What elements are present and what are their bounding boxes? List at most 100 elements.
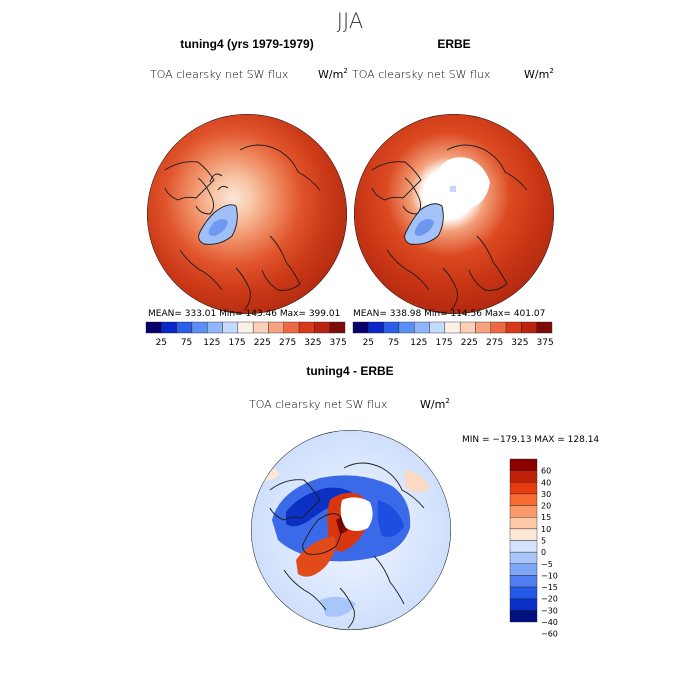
panel-erbe-colorbar-box: [398, 321, 415, 334]
panel-model-units: W/m2: [318, 67, 348, 81]
panel-erbe-colorbar-tick: 25: [363, 338, 374, 348]
panel-model-colorbar-box: [252, 321, 269, 334]
panel-diff-colorbar-box: [509, 563, 538, 576]
panel-model-units-exp: 2: [343, 67, 347, 75]
panel-diff-colorbar-box: [509, 482, 538, 495]
panel-diff-coastlines: [269, 462, 425, 629]
panel-erbe-colorbar-box: [444, 321, 461, 334]
panel-diff-colorbar-box: [509, 517, 538, 530]
panel-model-coastlines: [164, 144, 321, 311]
panel-diff-colorbar: 60 40 30 20 15 10 5 0 −5 −10 −15 −20 −30 −40 −60: [509, 458, 558, 639]
panel-model-colorbar-tick: 325: [304, 338, 321, 348]
panel-model-colorbar-tick: 75: [181, 338, 192, 348]
panel-erbe-cap-notch: [450, 186, 456, 192]
panel-erbe-field: [354, 114, 554, 314]
panel-erbe-colorbar-tick: 175: [435, 338, 452, 348]
panel-diff-title: tuning4 - ERBE: [306, 364, 393, 378]
panel-erbe-colorbar-tick: 125: [410, 338, 427, 348]
panel-erbe-map: [354, 114, 554, 314]
panel-model-greenland-core: [208, 219, 228, 236]
panel-diff-patch-south: [320, 596, 356, 617]
panel-erbe-stats: MEAN= 338.98 Min= 114.56 Max= 401.07: [353, 309, 545, 319]
panel-diff-colorbar-label: −10: [541, 571, 558, 580]
panel-erbe-colorbar-box: [521, 321, 537, 334]
panel-erbe-variable: TOA clearsky net SW flux: [352, 68, 490, 81]
panel-diff-colorbar-box: [509, 610, 538, 623]
panel-erbe-colorbar-box: [459, 321, 476, 334]
panel-diff: tuning4 - ERBE TOA clearsky net SW flux …: [249, 364, 599, 639]
panel-erbe-colorbar-box: [536, 321, 553, 334]
panel-model-colorbar-box: [222, 321, 239, 334]
panel-diff-colorbar-box: [509, 598, 538, 611]
panel-model-colorbar-box: [161, 321, 177, 334]
panel-diff-colorbar-label: 15: [541, 513, 551, 522]
panel-model-colorbar-tick: 375: [330, 338, 347, 348]
panel-erbe-units-base: W/m: [524, 68, 549, 81]
panel-diff-colorbar-label: 30: [541, 490, 551, 499]
panel-diff-colorbar-box: [509, 586, 538, 599]
panel-diff-colorbar-box: [509, 493, 538, 506]
panel-erbe-coastlines: [371, 144, 528, 311]
panel-model-colorbar-box: [314, 321, 330, 334]
panel-diff-variable: TOA clearsky net SW flux: [249, 398, 387, 411]
panel-diff-colorbar-label: −60: [541, 630, 558, 639]
panel-diff-colorbar-label: 0: [541, 548, 546, 557]
panel-diff-blue-right: [377, 500, 404, 537]
panel-erbe-colorbar-tick: 225: [461, 338, 478, 348]
panel-model-colorbar-tick: 225: [254, 338, 271, 348]
panel-model-colorbar-tick: 25: [156, 338, 167, 348]
panel-model-colorbar-box: [237, 321, 254, 334]
panel-diff-polar-cap: [340, 497, 373, 531]
panel-erbe-colorbar-tick: 275: [486, 338, 503, 348]
panel-diff-patch-east: [404, 470, 430, 492]
panel-model-units-base: W/m: [318, 68, 343, 81]
panel-erbe-colorbar-tick: 375: [537, 338, 554, 348]
panel-model-colorbar-box: [145, 321, 162, 334]
panel-diff-colorbar-label: −15: [541, 583, 558, 592]
panel-erbe-colorbar-box: [505, 321, 522, 334]
panel-diff-colorbar-box: [509, 540, 538, 553]
panel-diff-red-streak: [296, 536, 336, 577]
panel-diff-colorbar-box: [509, 505, 538, 518]
panel-erbe-colorbar-box: [414, 321, 430, 334]
panel-model: tuning4 (yrs 1979-1979) TOA clearsky net…: [145, 37, 348, 348]
panel-diff-colorbar-label: 20: [541, 502, 551, 511]
panel-diff-colorbar-box: [509, 551, 538, 564]
panel-diff-colorbar-label: 5: [541, 537, 546, 546]
panel-diff-colorbar-label: 40: [541, 478, 551, 487]
panel-model-colorbar-box: [191, 321, 208, 334]
panel-model-field: [147, 114, 347, 314]
panel-model-colorbar-tick: 175: [228, 338, 245, 348]
panel-erbe-colorbar-box: [475, 321, 491, 334]
panel-diff-minmax: MIN = −179.13 MAX = 128.14: [462, 435, 599, 445]
panel-diff-colorbar-box: [509, 528, 538, 541]
panel-diff-map: [251, 430, 451, 630]
panel-erbe-polar-cap: [437, 157, 490, 209]
panel-model-colorbar-box: [268, 321, 284, 334]
panel-erbe-units-exp: 2: [549, 67, 553, 75]
panel-erbe-colorbar-box: [368, 321, 384, 334]
panel-diff-colorbar-label: −5: [541, 560, 553, 569]
panel-diff-colorbar-box: [509, 470, 538, 483]
panel-model-colorbar-box: [207, 321, 223, 334]
panel-diff-units-exp: 2: [445, 397, 449, 405]
panel-model-colorbar-tick: 125: [203, 338, 220, 348]
panel-diff-colorbar-label: −40: [541, 618, 558, 627]
panel-diff-colorbar-label: −30: [541, 606, 558, 615]
panel-model-colorbar-box: [298, 321, 315, 334]
panel-diff-colorbar-box: [509, 458, 538, 471]
panel-erbe: ERBE TOA clearsky net SW flux W/m2 MEAN=…: [352, 37, 554, 348]
panel-model-colorbar-tick: 275: [279, 338, 296, 348]
panel-diff-colorbar-box: [509, 575, 538, 588]
panel-model-colorbar: 25 75 125 175 225 275 325 375: [145, 321, 347, 348]
panel-erbe-colorbar-box: [383, 321, 400, 334]
season-title: JJA: [337, 9, 363, 33]
panel-erbe-colorbar-tick: 325: [511, 338, 528, 348]
panel-diff-units-base: W/m: [420, 398, 445, 411]
panel-erbe-colorbar-box: [490, 321, 507, 334]
panel-model-colorbar-box: [283, 321, 300, 334]
panel-erbe-greenland-core: [414, 219, 434, 236]
panel-diff-colorbar-label: 60: [541, 467, 551, 476]
panel-model-stats: MEAN= 333.01 Min= 143.46 Max= 399.01: [148, 309, 340, 319]
